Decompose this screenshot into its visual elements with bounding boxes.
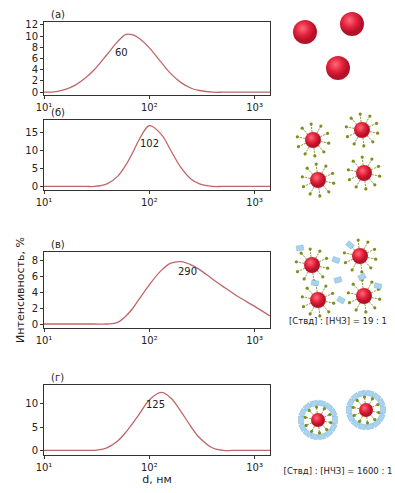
svg-text:10²: 10² xyxy=(141,102,158,113)
svg-text:d, нм: d, нм xyxy=(142,473,171,486)
svg-text:10³: 10³ xyxy=(246,462,263,473)
svg-text:6: 6 xyxy=(32,53,38,64)
svg-text:10¹: 10¹ xyxy=(36,335,53,346)
svg-text:5: 5 xyxy=(32,163,38,174)
svg-text:12: 12 xyxy=(25,19,38,30)
svg-text:102: 102 xyxy=(140,138,159,149)
svg-text:(в): (в) xyxy=(51,239,65,250)
svg-text:10²: 10² xyxy=(141,335,158,346)
svg-text:4: 4 xyxy=(32,287,38,298)
svg-text:Интенсивность, %: Интенсивность, % xyxy=(14,237,27,343)
svg-text:6: 6 xyxy=(32,271,38,282)
svg-text:5: 5 xyxy=(32,422,38,433)
svg-text:10³: 10³ xyxy=(246,335,263,346)
svg-text:0: 0 xyxy=(32,319,38,330)
svg-text:10: 10 xyxy=(25,398,38,409)
svg-text:8: 8 xyxy=(32,255,38,266)
svg-text:4: 4 xyxy=(32,64,38,75)
svg-text:2: 2 xyxy=(32,303,38,314)
svg-text:0: 0 xyxy=(32,445,38,456)
svg-text:0: 0 xyxy=(32,181,38,192)
svg-text:60: 60 xyxy=(115,47,128,58)
svg-text:10³: 10³ xyxy=(246,102,263,113)
svg-text:10¹: 10¹ xyxy=(36,197,53,208)
svg-text:15: 15 xyxy=(25,127,38,138)
svg-text:10: 10 xyxy=(25,31,38,42)
svg-text:(г): (г) xyxy=(51,372,64,383)
svg-text:10¹: 10¹ xyxy=(36,462,53,473)
svg-text:0: 0 xyxy=(32,87,38,98)
svg-text:125: 125 xyxy=(146,399,165,410)
svg-text:10¹: 10¹ xyxy=(36,102,53,113)
svg-text:8: 8 xyxy=(32,42,38,53)
svg-text:10²: 10² xyxy=(141,197,158,208)
svg-text:10²: 10² xyxy=(141,462,158,473)
svg-text:2: 2 xyxy=(32,75,38,86)
svg-text:(б): (б) xyxy=(51,107,65,118)
svg-text:[Ствд] : [НЧЗ] = 19 : 1: [Ствд] : [НЧЗ] = 19 : 1 xyxy=(289,316,387,326)
svg-text:[Ствд] : [НЧЗ] = 1600 : 1: [Ствд] : [НЧЗ] = 1600 : 1 xyxy=(284,466,393,476)
svg-text:290: 290 xyxy=(178,266,197,277)
svg-text:10: 10 xyxy=(25,145,38,156)
svg-text:10³: 10³ xyxy=(246,197,263,208)
svg-text:(а): (а) xyxy=(51,9,65,20)
